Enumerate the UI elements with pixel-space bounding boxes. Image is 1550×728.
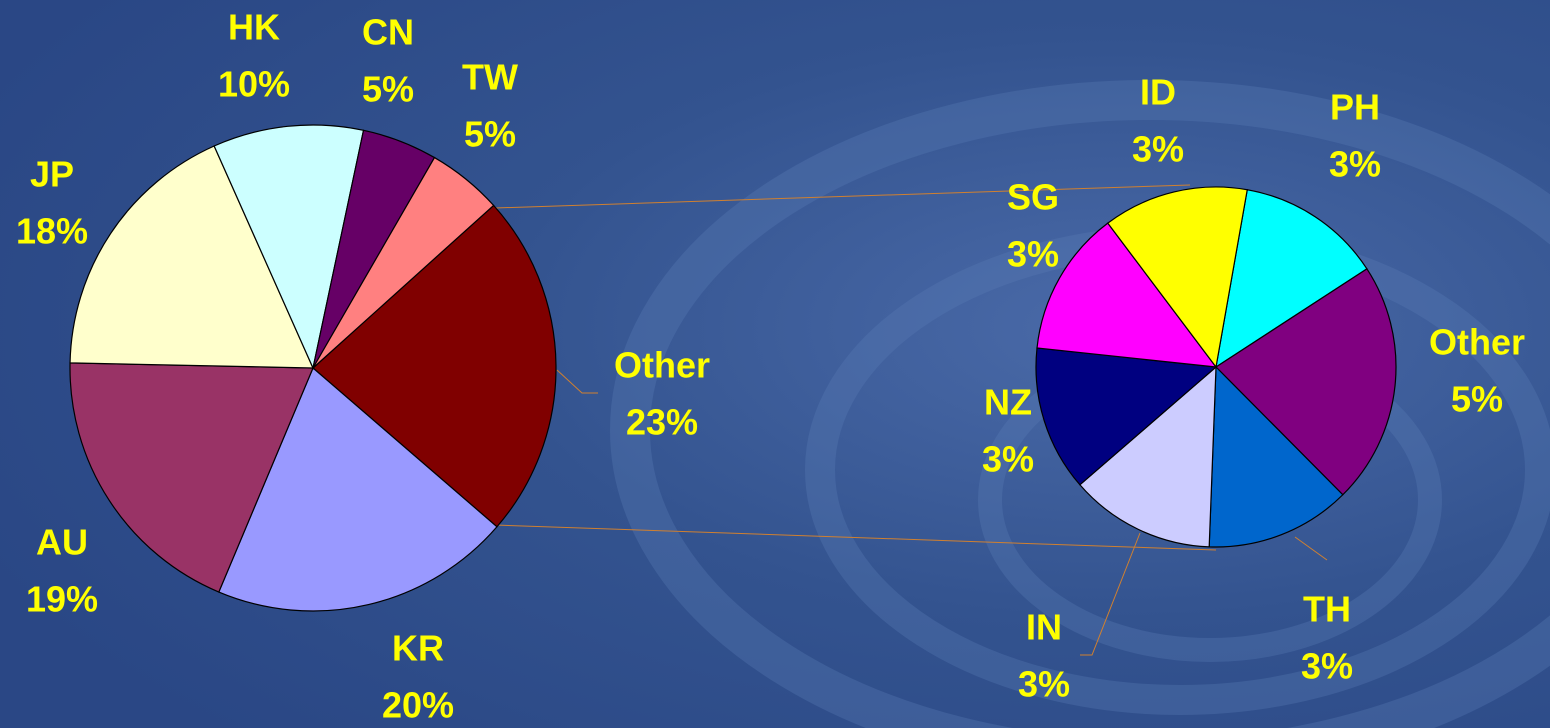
pie-slice [69, 362, 314, 593]
slice-category-label: KR [392, 628, 444, 669]
pie-slice [1215, 268, 1397, 496]
pie-slice [1208, 365, 1344, 548]
slice-value-label: 3% [1132, 129, 1184, 170]
slice-value-label: 3% [1301, 646, 1353, 687]
slice-category-label: PH [1330, 87, 1380, 128]
slice-category-label: NZ [984, 382, 1032, 423]
slice-category-label: HK [228, 7, 280, 48]
pie-slice [1215, 189, 1368, 369]
slice-category-label: Other [1429, 322, 1525, 363]
pie-slice [312, 156, 495, 369]
slice-category-label: TH [1303, 589, 1351, 630]
slice-category-label: SG [1007, 177, 1059, 218]
slice-category-label: AU [36, 522, 88, 563]
slice-category-label: ID [1140, 72, 1176, 113]
pie-slice [213, 124, 365, 370]
pie-slice [1079, 365, 1217, 548]
pie-slice [69, 145, 314, 369]
slice-category-label: JP [30, 154, 74, 195]
slice-value-label: 20% [382, 685, 454, 726]
slice-value-label: 3% [1018, 664, 1070, 705]
slice-value-label: 10% [218, 64, 290, 105]
slice-value-label: 5% [1451, 379, 1503, 420]
slice-category-label: TW [462, 57, 518, 98]
slice-value-label: 3% [1329, 144, 1381, 185]
pie-slice [1035, 347, 1218, 486]
pie-slice [1106, 186, 1248, 369]
slice-value-label: 19% [26, 579, 98, 620]
slice-category-label: CN [362, 12, 414, 53]
leader-lines [494, 184, 1328, 656]
slice-value-label: 23% [626, 402, 698, 443]
slice-value-label: 5% [362, 69, 414, 110]
pie-slice [218, 367, 498, 612]
slice-value-label: 18% [16, 211, 88, 252]
slice-value-label: 3% [982, 439, 1034, 480]
pies: Other 23% KR 20% AU 19% JP 18% HK 10% CN 5% TW 5% PH 3%… [16, 7, 1525, 726]
slice-category-label: Other [614, 345, 710, 386]
slice-category-label: IN [1026, 607, 1062, 648]
slice-value-label: 3% [1007, 234, 1059, 275]
pie-slice [312, 204, 557, 528]
pie-slice [1036, 222, 1218, 368]
slice-value-label: 5% [464, 114, 516, 155]
